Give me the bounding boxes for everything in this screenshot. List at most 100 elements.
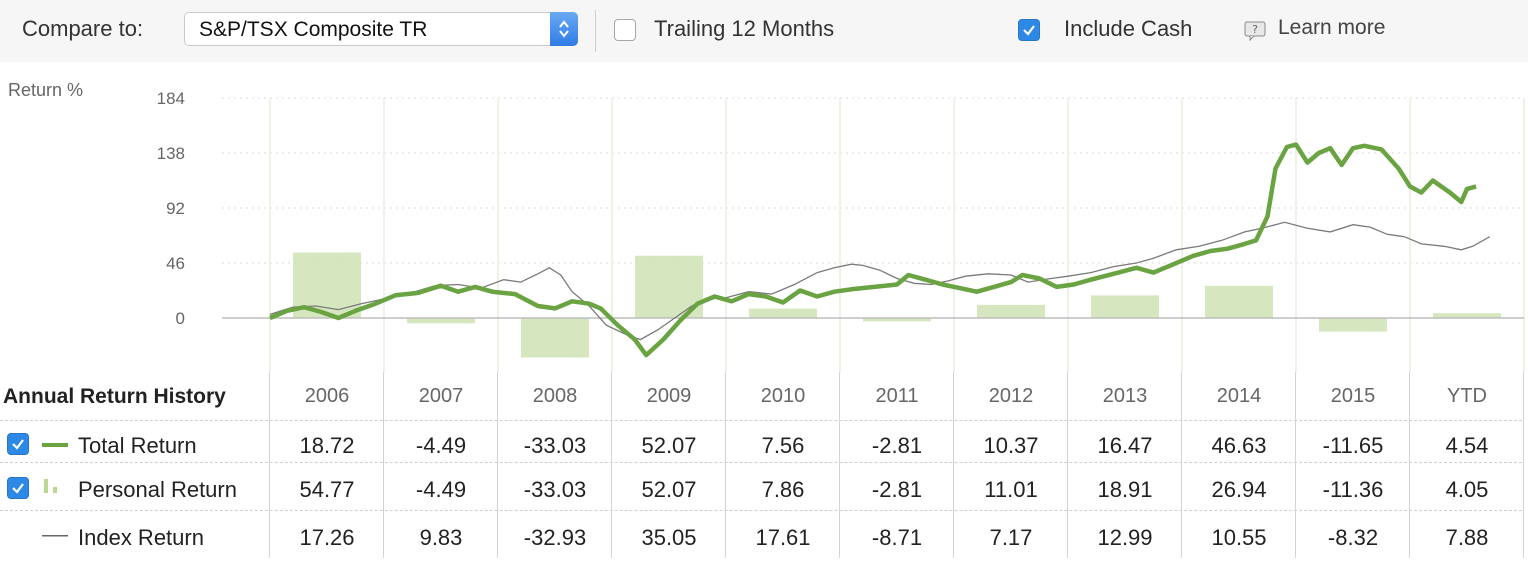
include-cash-checkbox[interactable] xyxy=(1018,19,1040,41)
table-cell: 52.07 xyxy=(641,433,697,458)
table-row-personal-return: Personal Return 54.77 -4.49 -33.03 52.07 7.8… xyxy=(0,462,1528,512)
table-cell: -2.81 xyxy=(871,433,923,458)
column-header: 2010 xyxy=(760,385,806,407)
trailing-checkbox[interactable] xyxy=(614,19,636,41)
table-cell: 4.54 xyxy=(1445,433,1489,458)
personal-return-bar xyxy=(407,318,475,324)
table-cell: 52.07 xyxy=(641,477,697,502)
y-tick-label: 138 xyxy=(157,144,185,163)
compare-select[interactable]: S&P/TSX Composite TR xyxy=(184,12,578,46)
svg-text:?: ? xyxy=(1252,23,1258,36)
compare-label: Compare to: xyxy=(22,16,144,41)
toolbar: Compare to: S&P/TSX Composite TR Trailin… xyxy=(0,0,1528,62)
return-chart: 184 138 92 46 0 xyxy=(157,89,1525,372)
column-divider xyxy=(1067,372,1068,558)
table-row-index-return: Index Return 17.26 9.83 -32.93 35.05 17.61 -8… xyxy=(0,510,1528,560)
table-cell: -4.49 xyxy=(415,477,467,502)
column-divider xyxy=(953,372,954,558)
table-row-total-return: Total Return 18.72 -4.49 -33.03 52.07 7.56 -2… xyxy=(0,420,1528,470)
total-return-line xyxy=(269,142,1477,358)
table-cell: 7.17 xyxy=(989,525,1033,550)
personal-return-bar xyxy=(1319,318,1387,332)
column-header: 2006 xyxy=(304,385,350,407)
table-cell: 9.83 xyxy=(419,525,463,550)
column-header: 2007 xyxy=(418,385,464,407)
table-cell: -4.49 xyxy=(415,433,467,458)
table-cell: 35.05 xyxy=(641,525,697,550)
table-cell: 17.61 xyxy=(755,525,811,550)
table-cell: 18.91 xyxy=(1097,477,1153,502)
compare-select-value: S&P/TSX Composite TR xyxy=(199,18,428,41)
table-cell: 17.26 xyxy=(299,525,355,550)
personal-return-checkbox[interactable] xyxy=(7,477,29,499)
toolbar-divider xyxy=(595,10,596,52)
column-header: 2012 xyxy=(988,385,1034,407)
table-cell: 16.47 xyxy=(1097,433,1153,458)
personal-return-bar xyxy=(521,318,589,358)
table-cell: 7.56 xyxy=(761,433,805,458)
chart-area: Return % 184 138 92 46 0 xyxy=(0,62,1528,372)
personal-return-bar xyxy=(863,318,931,322)
personal-return-bar xyxy=(977,304,1045,318)
row-divider xyxy=(0,462,1522,463)
y-tick-label: 184 xyxy=(157,89,185,108)
column-divider xyxy=(383,372,384,558)
column-header: 2011 xyxy=(875,385,919,407)
table-cell: -33.03 xyxy=(523,433,587,458)
table-cell: 18.72 xyxy=(299,433,355,458)
row-divider xyxy=(0,420,1522,421)
column-header: 2008 xyxy=(532,385,578,407)
y-tick-label: 46 xyxy=(166,254,185,273)
include-cash-label[interactable]: Include Cash xyxy=(1064,16,1193,41)
trailing-label[interactable]: Trailing 12 Months xyxy=(654,16,835,41)
y-tick-label: 92 xyxy=(166,199,185,218)
column-divider xyxy=(839,372,840,558)
table-cell: 10.55 xyxy=(1211,525,1267,550)
table-cell: 46.63 xyxy=(1211,433,1267,458)
y-axis-label: Return % xyxy=(8,80,84,100)
table-cell: -11.36 xyxy=(1322,477,1384,502)
y-tick-label: 0 xyxy=(176,309,185,328)
column-divider xyxy=(497,372,498,558)
column-header: 2013 xyxy=(1102,385,1148,407)
table-cell: 7.88 xyxy=(1445,525,1489,550)
row-divider xyxy=(0,510,1522,511)
column-divider xyxy=(269,372,270,558)
column-header: YTD xyxy=(1447,385,1487,407)
table-title: Annual Return History xyxy=(3,385,226,408)
column-divider xyxy=(1409,372,1410,558)
row-label: Total Return xyxy=(78,433,197,458)
learn-more-link[interactable]: Learn more xyxy=(1278,16,1386,39)
table-cell: -8.32 xyxy=(1327,525,1379,550)
bar-icon xyxy=(44,479,57,493)
table-cell: -8.71 xyxy=(871,525,923,550)
personal-return-bar xyxy=(1091,295,1159,318)
table-cell: -33.03 xyxy=(523,477,587,502)
column-divider xyxy=(725,372,726,558)
table-cell: 11.01 xyxy=(984,477,1038,502)
table-cell: -32.93 xyxy=(523,525,587,550)
column-divider xyxy=(1295,372,1296,558)
table-header-row: Annual Return History 2006 2007 2008 2009 20… xyxy=(0,372,1528,422)
table-cell: 10.37 xyxy=(983,433,1039,458)
index-return-line xyxy=(269,221,1491,341)
select-arrows-icon[interactable] xyxy=(550,12,578,46)
row-label: Index Return xyxy=(78,525,204,550)
column-header: 2009 xyxy=(646,385,692,407)
help-icon[interactable]: ? xyxy=(1244,21,1266,41)
personal-return-bar xyxy=(1433,313,1501,318)
column-divider xyxy=(1523,372,1524,558)
table-cell: -2.81 xyxy=(871,477,923,502)
table-cell: 12.99 xyxy=(1097,525,1153,550)
total-return-checkbox[interactable] xyxy=(7,433,29,455)
gray-line-icon xyxy=(42,535,68,537)
personal-return-bar xyxy=(1205,285,1273,318)
column-divider xyxy=(611,372,612,558)
row-label: Personal Return xyxy=(78,477,237,502)
column-divider xyxy=(1181,372,1182,558)
table-cell: 54.77 xyxy=(299,477,355,502)
table-cell: 4.05 xyxy=(1445,477,1489,502)
column-header: 2015 xyxy=(1330,385,1376,407)
column-header: 2014 xyxy=(1216,385,1262,407)
table-cell: 26.94 xyxy=(1211,477,1267,502)
